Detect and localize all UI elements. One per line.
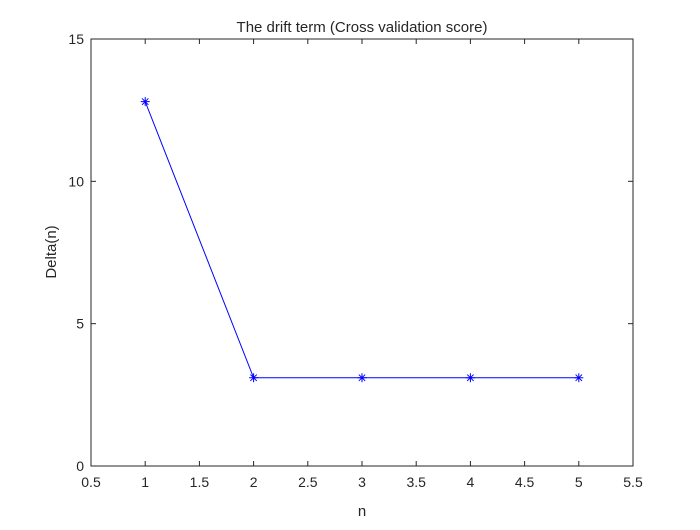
- y-tick-label: 10: [68, 173, 84, 189]
- y-tick-label: 0: [76, 458, 84, 474]
- axes-box: [90, 38, 634, 467]
- x-tick-label: 4: [467, 474, 475, 490]
- data-point: [465, 373, 475, 383]
- y-tick-label: 5: [76, 316, 84, 332]
- series: [140, 97, 584, 383]
- x-axis-label: n: [358, 503, 366, 520]
- x-tick-label: 0.5: [81, 474, 101, 490]
- y-axis-label: Delta(n): [43, 225, 60, 278]
- data-point: [574, 373, 584, 383]
- x-tick-label: 3.5: [406, 474, 426, 490]
- data-point: [140, 97, 150, 107]
- x-tick-label: 3: [358, 474, 366, 490]
- ticks: 0.5 1 1.5 2 2.5 3 3.5 4 4.5 5 5.5 0 5 10 15: [68, 31, 643, 490]
- x-tick-label: 5: [575, 474, 583, 490]
- data-point: [357, 373, 367, 383]
- chart-title: The drift term (Cross validation score): [237, 19, 488, 36]
- x-tick-label: 1.5: [190, 474, 210, 490]
- y-tick-label: 15: [68, 31, 84, 47]
- data-point: [249, 373, 259, 383]
- x-tick-label: 2.5: [298, 474, 318, 490]
- plot-area: [91, 39, 633, 466]
- x-tick-label: 2: [250, 474, 258, 490]
- x-tick-label: 5.5: [623, 474, 643, 490]
- x-tick-label: 1: [141, 474, 149, 490]
- x-tick-label: 4.5: [515, 474, 535, 490]
